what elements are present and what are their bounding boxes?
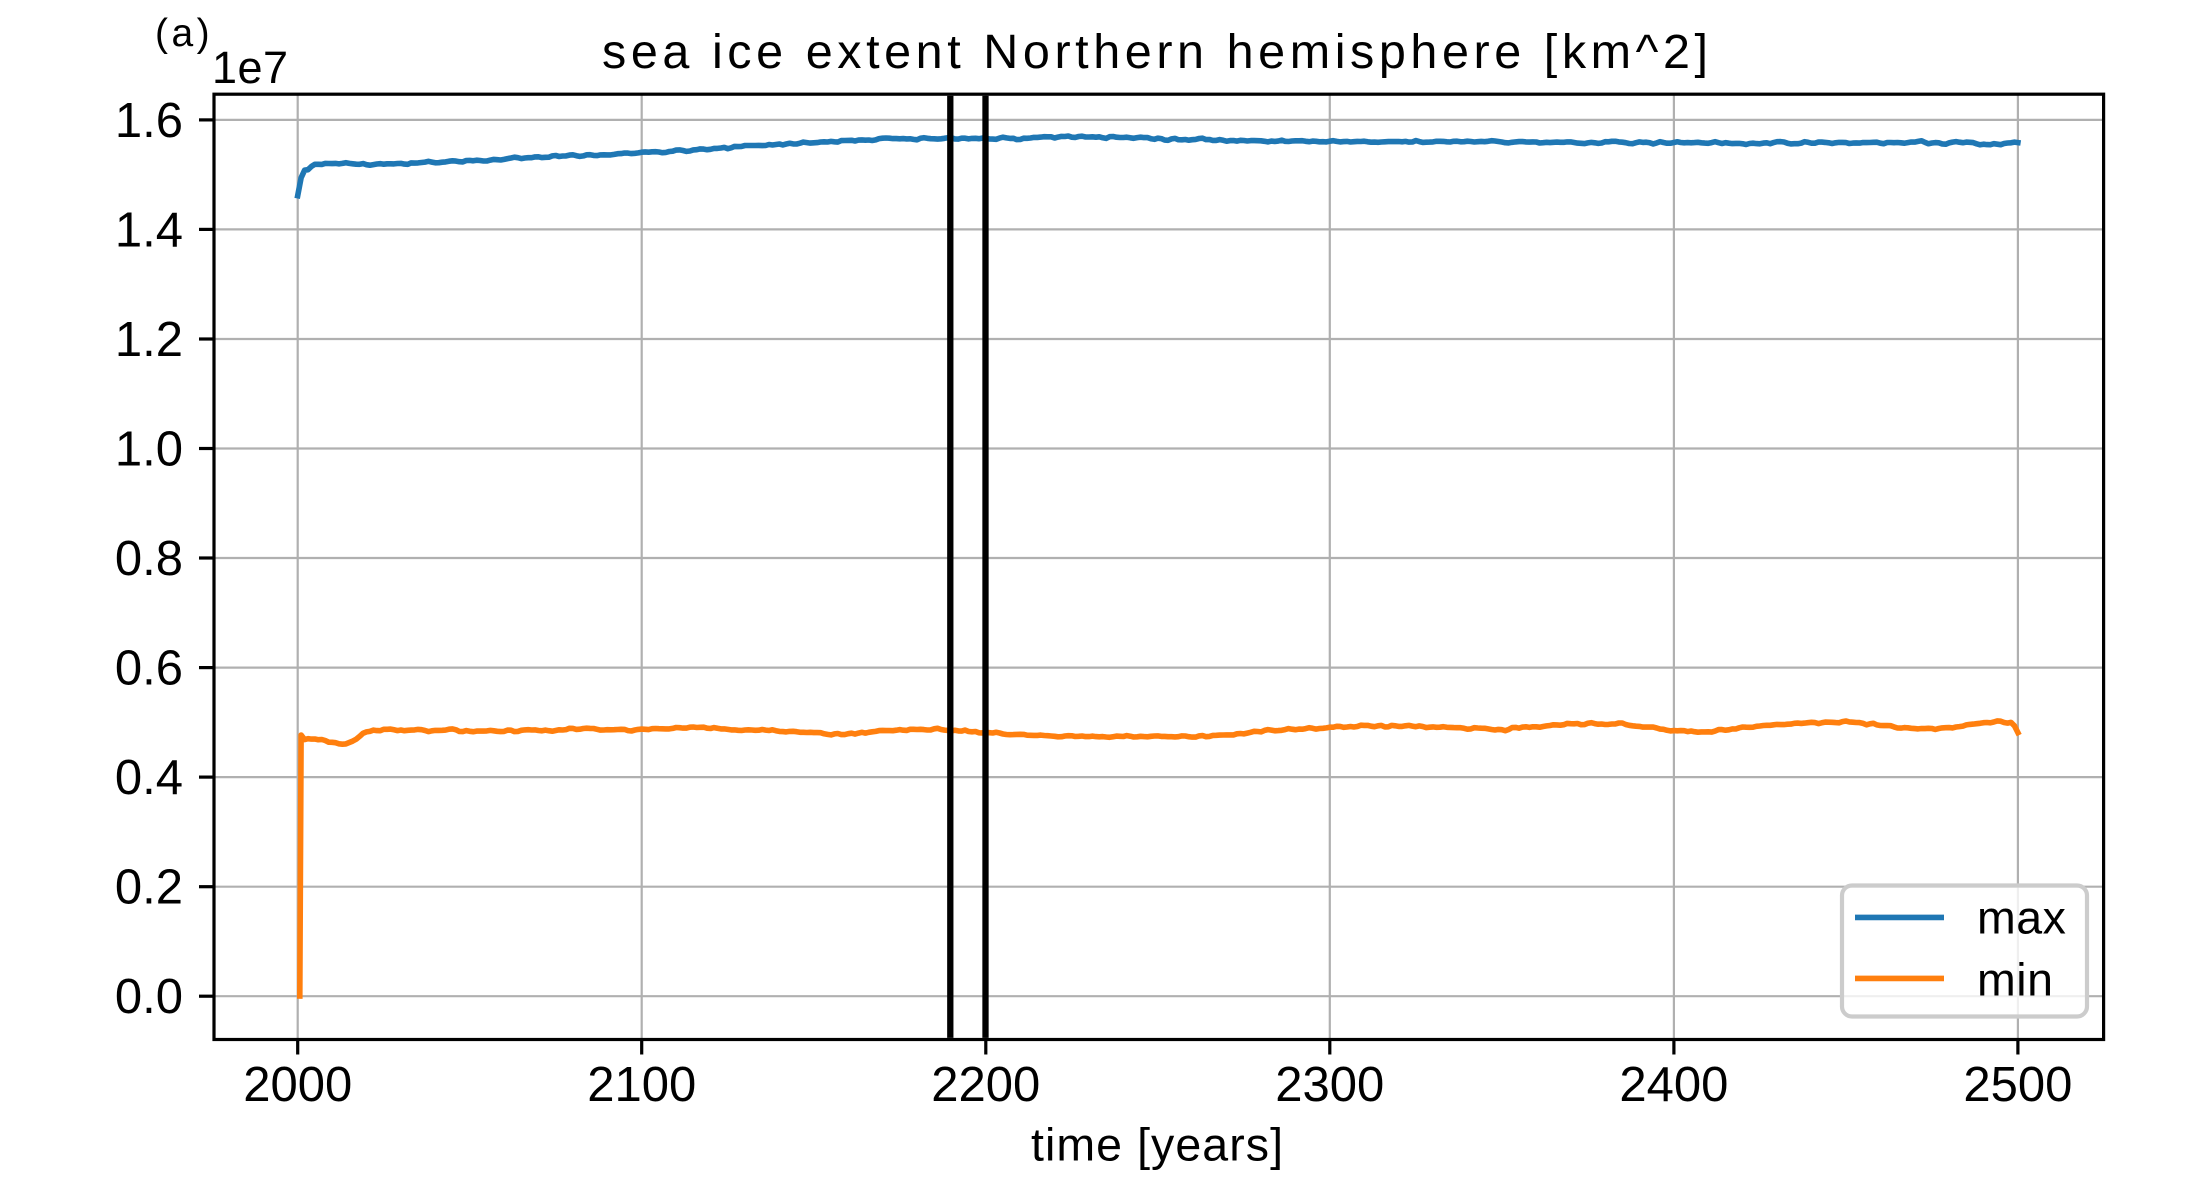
svg-text:0.0: 0.0 — [115, 970, 183, 1024]
svg-text:1.4: 1.4 — [115, 203, 183, 257]
svg-text:2200: 2200 — [931, 1058, 1040, 1112]
svg-text:1e7: 1e7 — [212, 42, 289, 93]
svg-text:(a): (a) — [155, 12, 213, 55]
svg-text:2300: 2300 — [1275, 1058, 1384, 1112]
svg-text:max: max — [1977, 892, 2066, 944]
svg-text:1.0: 1.0 — [115, 422, 183, 476]
svg-text:2500: 2500 — [1963, 1058, 2072, 1112]
svg-text:0.6: 0.6 — [115, 642, 183, 696]
svg-text:2000: 2000 — [243, 1058, 352, 1112]
svg-text:2100: 2100 — [587, 1058, 696, 1112]
svg-text:1.6: 1.6 — [115, 94, 183, 148]
svg-text:0.2: 0.2 — [115, 861, 183, 915]
svg-text:min: min — [1977, 953, 2053, 1005]
svg-text:0.4: 0.4 — [115, 751, 183, 805]
svg-text:time [years]: time [years] — [1031, 1119, 1283, 1171]
svg-text:2400: 2400 — [1619, 1058, 1728, 1112]
svg-text:1.2: 1.2 — [115, 313, 183, 367]
svg-text:0.8: 0.8 — [115, 532, 183, 586]
